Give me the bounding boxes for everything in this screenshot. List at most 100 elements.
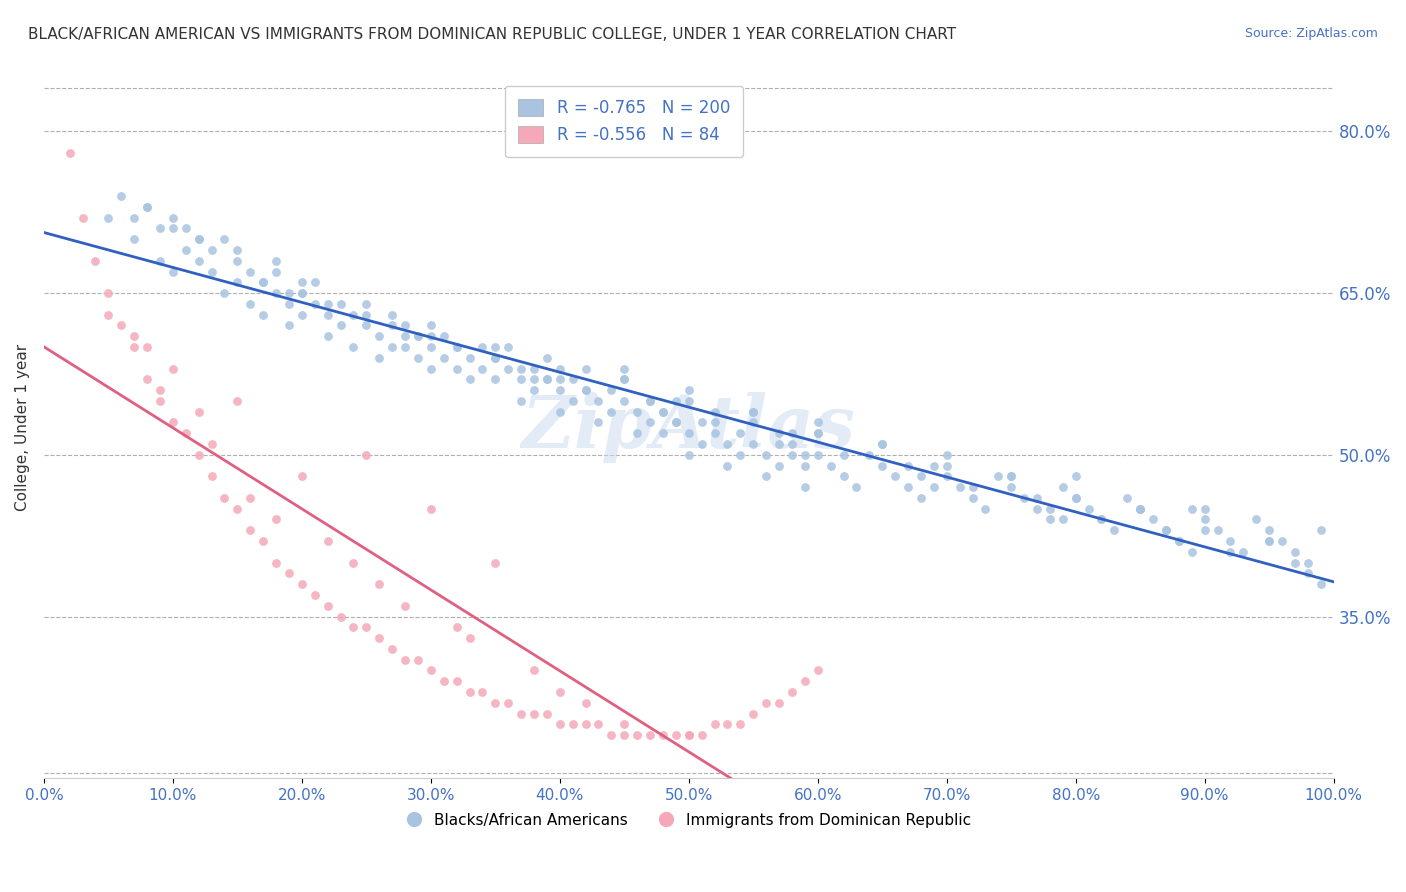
Point — [574, 383, 596, 397]
Point — [935, 448, 957, 462]
Point — [174, 221, 197, 235]
Point — [342, 308, 364, 322]
Point — [136, 200, 159, 214]
Point — [1064, 491, 1087, 505]
Point — [446, 340, 468, 354]
Point — [1012, 491, 1035, 505]
Point — [870, 437, 893, 451]
Point — [484, 351, 506, 365]
Point — [72, 211, 94, 225]
Point — [162, 211, 184, 225]
Point — [484, 351, 506, 365]
Point — [845, 480, 868, 494]
Point — [807, 416, 830, 430]
Point — [768, 696, 790, 710]
Point — [600, 383, 623, 397]
Point — [1026, 491, 1049, 505]
Point — [329, 318, 352, 333]
Point — [419, 340, 441, 354]
Point — [174, 243, 197, 257]
Point — [665, 416, 688, 430]
Point — [1039, 512, 1062, 526]
Point — [97, 211, 120, 225]
Point — [356, 620, 378, 634]
Point — [703, 717, 725, 731]
Point — [122, 340, 145, 354]
Point — [652, 405, 675, 419]
Point — [110, 189, 132, 203]
Point — [716, 437, 738, 451]
Point — [588, 393, 610, 408]
Point — [1194, 501, 1216, 516]
Point — [406, 652, 429, 666]
Point — [548, 405, 571, 419]
Point — [200, 243, 222, 257]
Point — [239, 491, 262, 505]
Point — [1284, 545, 1306, 559]
Point — [1116, 491, 1139, 505]
Point — [548, 372, 571, 386]
Point — [678, 728, 700, 742]
Point — [110, 318, 132, 333]
Point — [638, 728, 661, 742]
Point — [1167, 534, 1189, 549]
Point — [523, 706, 546, 721]
Point — [922, 480, 945, 494]
Point — [226, 253, 249, 268]
Point — [484, 696, 506, 710]
Point — [1154, 523, 1177, 537]
Point — [291, 275, 314, 289]
Point — [780, 448, 803, 462]
Point — [226, 243, 249, 257]
Point — [381, 641, 404, 656]
Point — [342, 620, 364, 634]
Point — [149, 383, 172, 397]
Point — [214, 232, 236, 246]
Point — [162, 221, 184, 235]
Point — [793, 448, 815, 462]
Point — [1296, 556, 1319, 570]
Point — [690, 728, 713, 742]
Point — [716, 717, 738, 731]
Point — [381, 318, 404, 333]
Point — [187, 253, 209, 268]
Point — [820, 458, 842, 473]
Point — [974, 501, 997, 516]
Point — [239, 523, 262, 537]
Point — [548, 717, 571, 731]
Point — [316, 599, 339, 613]
Point — [1090, 512, 1112, 526]
Point — [356, 308, 378, 322]
Point — [1258, 534, 1281, 549]
Point — [149, 253, 172, 268]
Point — [1000, 480, 1022, 494]
Point — [793, 674, 815, 689]
Point — [278, 297, 301, 311]
Point — [574, 696, 596, 710]
Point — [496, 340, 519, 354]
Point — [1039, 501, 1062, 516]
Point — [433, 674, 456, 689]
Point — [730, 426, 752, 441]
Point — [381, 308, 404, 322]
Point — [97, 308, 120, 322]
Point — [149, 393, 172, 408]
Point — [910, 469, 932, 483]
Point — [780, 426, 803, 441]
Point — [226, 393, 249, 408]
Point — [162, 416, 184, 430]
Point — [574, 383, 596, 397]
Point — [949, 480, 972, 494]
Point — [1219, 545, 1241, 559]
Point — [536, 372, 558, 386]
Point — [200, 469, 222, 483]
Point — [187, 232, 209, 246]
Point — [678, 728, 700, 742]
Point — [291, 308, 314, 322]
Point — [239, 297, 262, 311]
Point — [652, 728, 675, 742]
Point — [278, 566, 301, 581]
Point — [897, 458, 920, 473]
Point — [536, 706, 558, 721]
Point — [910, 491, 932, 505]
